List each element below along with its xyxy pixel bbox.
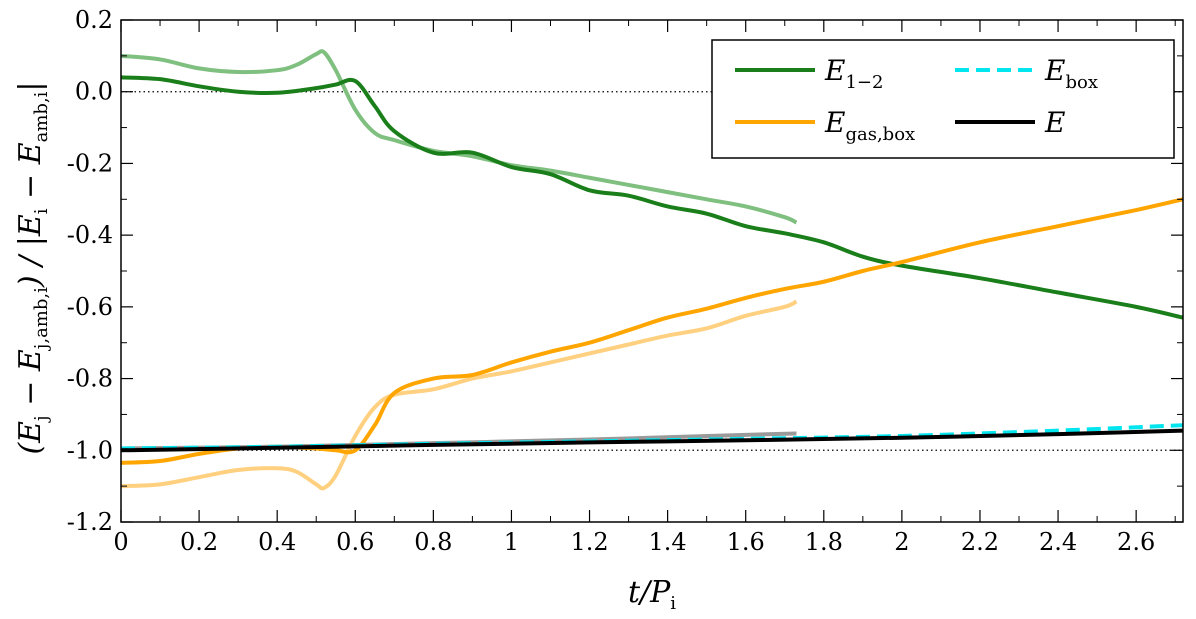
y-axis-label: (Ej − Ej,amb,i) / |Ei − Eamb,i|	[13, 81, 52, 454]
series-line-e	[120, 428, 1184, 453]
y-tick-label: 0.0	[75, 78, 113, 106]
y-tick-label: -0.4	[67, 221, 113, 249]
x-tick-label: 0	[113, 528, 128, 556]
x-tick-label: 2	[894, 528, 909, 556]
y-tick-label: -1.0	[67, 436, 113, 464]
y-tick-label: -1.2	[67, 508, 113, 536]
y-tick-label: -0.6	[67, 293, 113, 321]
series-line-e-1-2	[120, 75, 1184, 320]
x-tick-label: 0.6	[336, 528, 374, 556]
x-tick-label: 0.4	[258, 528, 296, 556]
y-tick-labels: -1.2 -1.0 -0.8 -0.6 -0.4 -0.2 0.0 0.2	[67, 6, 113, 536]
tick-marks	[120, 19, 1183, 523]
x-axis-label: t/Pi	[628, 575, 676, 614]
x-tick-label: 1.2	[570, 528, 608, 556]
x-tick-label: 1.6	[727, 528, 765, 556]
x-tick-label: 1	[504, 528, 519, 556]
x-tick-label: 0.8	[414, 528, 452, 556]
series-line-e-gas-box-faded-run-	[120, 299, 798, 491]
x-tick-label: 1.4	[649, 528, 687, 556]
x-tick-label: 2.2	[961, 528, 999, 556]
legend-label: Ebox	[1044, 54, 1098, 93]
legend-label: E1−2	[824, 54, 883, 93]
x-tick-label: 0.2	[180, 528, 218, 556]
series-line-e-1-2-faded-run-	[120, 49, 798, 225]
series-layer	[120, 49, 1184, 491]
x-tick-label: 1.8	[805, 528, 843, 556]
y-tick-label: 0.2	[75, 6, 113, 34]
y-tick-label: -0.2	[67, 149, 113, 177]
x-tick-label: 2.4	[1039, 528, 1077, 556]
series-line-e-gas-box	[120, 197, 1184, 465]
legend-label: Egas,box	[824, 106, 915, 145]
plot-frame	[120, 19, 1184, 523]
y-tick-label: -0.8	[67, 365, 113, 393]
x-tick-label: 2.6	[1117, 528, 1155, 556]
legend-box	[711, 39, 1175, 159]
x-tick-labels: 0 0.2 0.4 0.6 0.8 1 1.2 1.4 1.6 1.8 2 2.2 2.4 2.6	[113, 528, 1155, 556]
legend: E1−2 Ebox Egas,box E	[711, 39, 1175, 159]
legend-label: E	[1044, 106, 1065, 139]
